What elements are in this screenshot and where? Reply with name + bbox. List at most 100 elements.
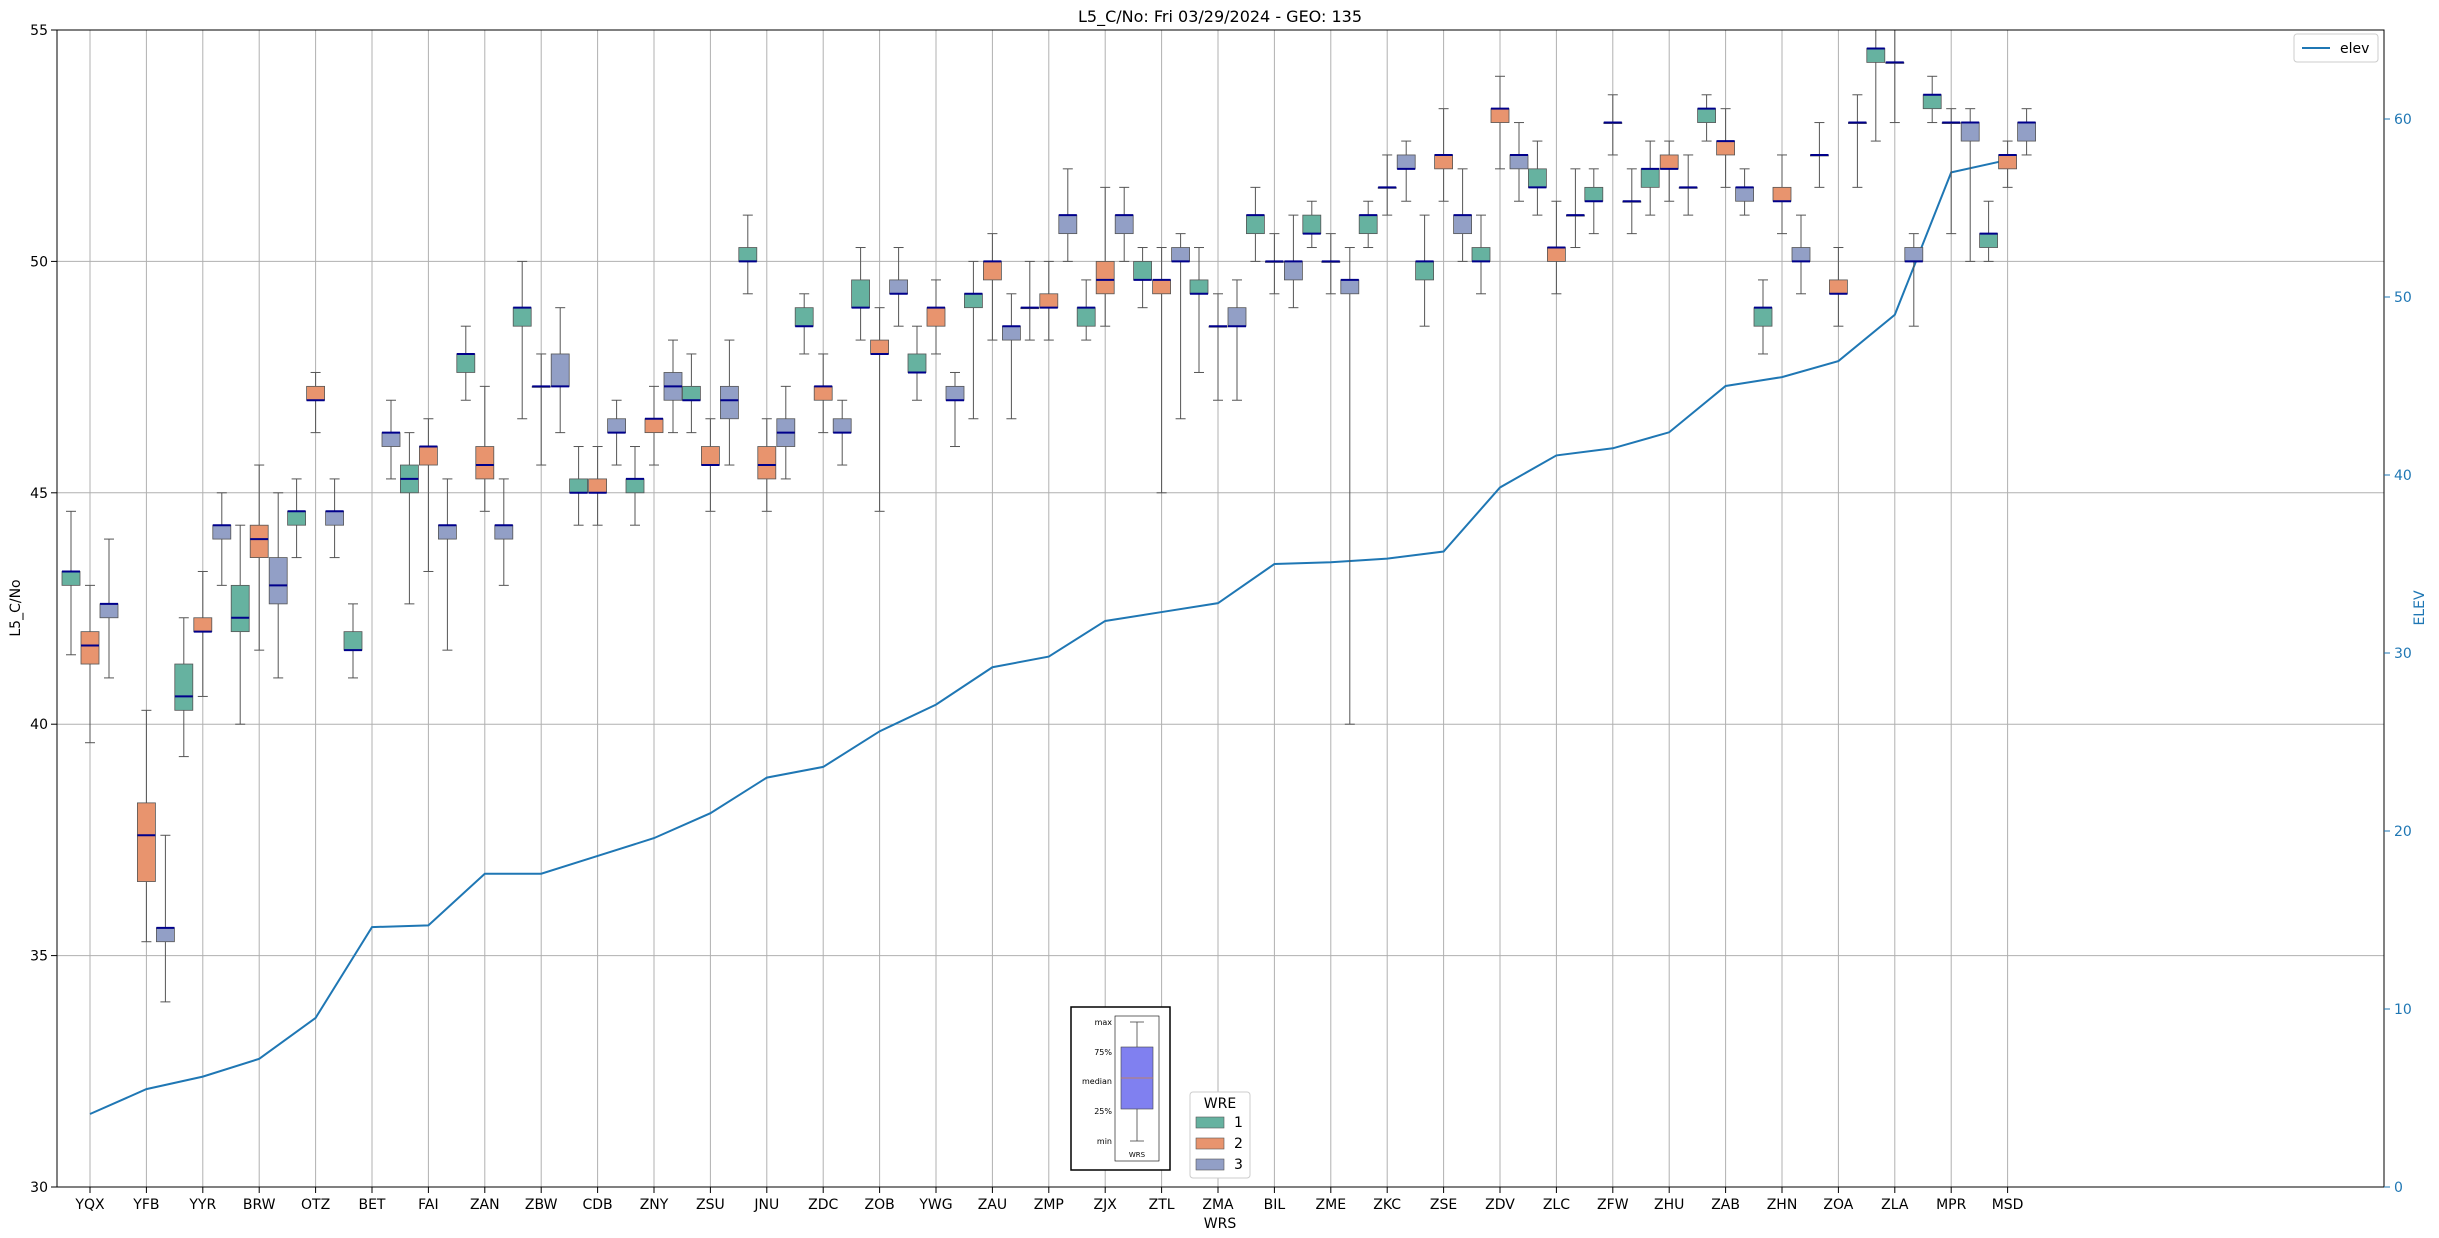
box-iqr [475, 446, 495, 480]
x-tick-label: ZAU [978, 1197, 1007, 1213]
box-iqr [607, 418, 626, 434]
box-iqr [1246, 214, 1265, 235]
box-iqr [1753, 307, 1773, 327]
box-iqr [1058, 214, 1078, 235]
box-iqr [1735, 186, 1754, 202]
box-key-xlabel: WRS [1129, 1151, 1146, 1159]
box-zme-wre1 [1302, 200, 1322, 249]
box-iqr [1133, 260, 1152, 281]
box-yfb-wre3 [155, 834, 175, 1003]
box-otz-wre3 [325, 478, 345, 559]
box-key-inner-frame [1114, 1015, 1160, 1162]
box-zjx-wre3 [1114, 186, 1134, 262]
box-zdc-wre3 [832, 399, 852, 466]
box-iqr [1697, 108, 1716, 123]
box-iqr [907, 353, 927, 373]
box-iqr [1547, 247, 1566, 262]
box-zjx-wre2 [1095, 186, 1115, 327]
box-iqr [512, 307, 532, 327]
box-iqr [1171, 247, 1190, 262]
plot-frame [56, 29, 2385, 1188]
box-zdc-wre1 [794, 293, 814, 355]
y-axis: 30 35 40 45 50 55 [30, 23, 57, 1196]
box-cdb-wre3 [607, 399, 626, 466]
x-tick-label: ZFW [1597, 1197, 1629, 1213]
box-iqr [155, 927, 175, 943]
box-zla-wre2 [1885, 29, 1905, 124]
box-iqr [494, 524, 514, 540]
box-iqr [1528, 168, 1547, 188]
box-ywg-wre1 [907, 325, 927, 401]
box-zbw-wre1 [512, 260, 532, 420]
box-iqr [1509, 154, 1529, 170]
box-iqr [1152, 279, 1171, 295]
box-brw-wre2 [249, 464, 269, 651]
box-zny-wre3 [663, 339, 683, 434]
box-zoa-wre2 [1829, 247, 1848, 327]
box-yyr-wre2 [193, 570, 213, 697]
box-key-label-q3: 75% [1094, 1048, 1112, 1057]
box-bil-wre2 [1265, 233, 1284, 295]
box-iqr [230, 584, 250, 633]
elev-line [89, 158, 2008, 1115]
box-iqr [851, 279, 870, 309]
box-iqr [813, 385, 833, 401]
wre-legend-label-2: 2 [1234, 1136, 1243, 1152]
box-iqr [1922, 94, 1942, 110]
box-iqr [1866, 48, 1886, 63]
box-iqr [1471, 247, 1491, 262]
box-zkc-wre1 [1358, 200, 1378, 249]
box-zmp-wre2 [1039, 260, 1059, 341]
box-cdb-wre1 [569, 446, 588, 526]
box-otz-wre1 [287, 478, 307, 559]
box-iqr [1340, 279, 1360, 295]
box-ztl-wre2 [1152, 247, 1171, 494]
box-iqr [889, 279, 908, 295]
box-zan-wre3 [494, 478, 514, 586]
box-iqr [550, 353, 570, 387]
box-iqr [1772, 186, 1792, 202]
box-iqr [1114, 214, 1134, 235]
box-iqr [1659, 154, 1679, 170]
box-iqr [1453, 214, 1472, 235]
box-zse-wre3 [1453, 168, 1472, 262]
box-fai-wre1 [399, 432, 419, 605]
box-ztl-wre1 [1133, 247, 1152, 309]
box-iqr [99, 603, 119, 619]
box-zkc-wre2 [1377, 154, 1397, 216]
x-tick-label: YWG [918, 1197, 952, 1213]
x-tick-label: ZHU [1654, 1197, 1684, 1213]
wre-legend-label-1: 1 [1234, 1115, 1243, 1131]
box-iqr [1829, 279, 1848, 295]
box-bil-wre1 [1246, 186, 1265, 262]
box-key-label-median: median [1082, 1077, 1112, 1086]
box-iqr [832, 418, 852, 434]
elev-legend-frame [2293, 33, 2379, 63]
box-zan-wre1 [456, 325, 476, 401]
box-zma-wre1 [1189, 247, 1209, 373]
box-zlc-wre2 [1547, 200, 1566, 295]
box-series [61, 29, 2036, 1003]
x-tick-label: ZAB [1711, 1197, 1740, 1213]
box-iqr [870, 339, 889, 355]
box-zfw-wre3 [1622, 168, 1642, 235]
box-iqr [1434, 154, 1453, 170]
box-iqr [926, 307, 946, 327]
y-tick-label: 55 [30, 23, 48, 39]
box-otz-wre2 [306, 371, 326, 434]
box-iqr [1358, 214, 1378, 235]
box-zsu-wre3 [720, 339, 739, 466]
box-iqr [456, 353, 476, 373]
box-zse-wre2 [1434, 108, 1453, 202]
box-key-label-max: max [1095, 1018, 1113, 1027]
box-ztl-wre3 [1171, 233, 1190, 420]
box-jnu-wre2 [757, 418, 777, 512]
box-jnu-wre3 [776, 385, 796, 480]
box-zfw-wre2 [1603, 94, 1623, 156]
box-yyr-wre1 [174, 617, 194, 758]
box-zob-wre3 [889, 247, 908, 327]
box-mpr-wre1 [1922, 75, 1942, 124]
box-iqr [1284, 260, 1303, 281]
x-tick-label: ZNY [640, 1197, 669, 1213]
box-zny-wre2 [644, 385, 664, 466]
